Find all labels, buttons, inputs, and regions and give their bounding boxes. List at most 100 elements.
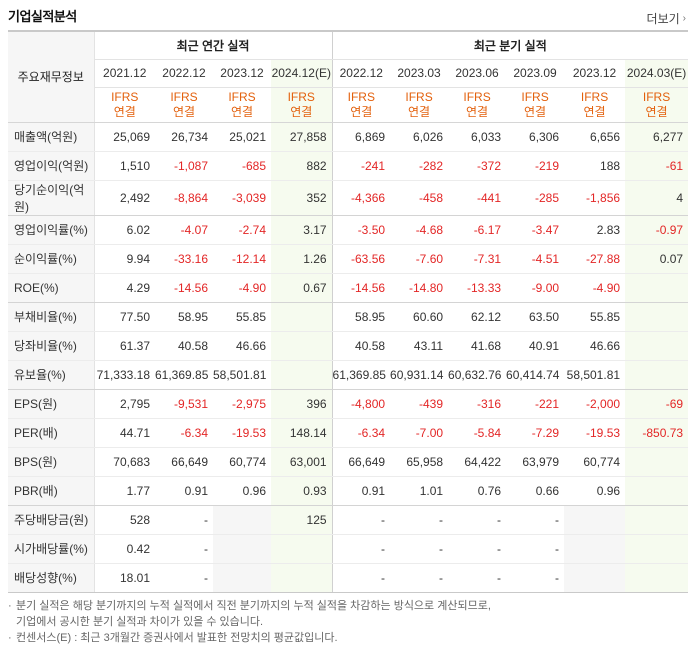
value-cell	[625, 505, 689, 535]
basis-header: IFRS 연결	[625, 87, 689, 123]
value-cell: 64,422	[448, 447, 507, 477]
table-row: PBR(배) 1.77 0.91 0.96 0.93 0.91 1.01 0.76 0.66 0.…	[8, 476, 689, 506]
row-label: 시가배당률(%)	[8, 534, 95, 564]
basis-header: IFRS 연결	[564, 87, 626, 123]
value-cell: -9,531	[155, 389, 213, 419]
value-cell: 27,858	[271, 122, 333, 152]
value-cell: -2,000	[564, 389, 626, 419]
basis-ifrs: IFRS	[405, 89, 433, 104]
row-label: 당좌비율(%)	[8, 331, 95, 361]
value-cell: 61.37	[94, 331, 155, 361]
row-label: 유보율(%)	[8, 360, 95, 390]
value-cell: 6,869	[331, 122, 391, 152]
value-cell	[625, 273, 689, 303]
value-cell: -63.56	[331, 244, 391, 274]
basis-header: IFRS 연결	[390, 87, 449, 123]
basis-ifrs: IFRS	[170, 89, 198, 104]
value-cell: -285	[506, 180, 565, 216]
basis-ifrs: IFRS	[580, 89, 609, 104]
table-row: 부채비율(%) 77.50 58.95 55.85 58.95 60.60 62.12 63.…	[8, 302, 689, 332]
value-cell: -850.73	[625, 418, 689, 448]
value-cell: 60,774	[213, 447, 271, 477]
value-cell: -2.74	[213, 215, 271, 245]
value-cell: -5.84	[448, 418, 507, 448]
table-row: 배당성향(%) 18.01- - - - -	[8, 563, 689, 593]
basis-consolidated: 연결	[583, 104, 606, 119]
value-cell: 1,510	[94, 151, 155, 181]
note-1b: 기업에서 공시한 분기 실적과 차이가 있을 수 있습니다.	[16, 616, 264, 628]
value-cell: -7.60	[390, 244, 449, 274]
value-cell: 0.42	[94, 534, 155, 564]
table-row: 유보율(%) 71,333.18 61,369.85 58,501.81 61,369.…	[8, 360, 689, 390]
value-cell: 6,277	[625, 122, 689, 152]
value-cell: -19.53	[213, 418, 271, 448]
more-label: 더보기	[646, 12, 680, 26]
row-label: 당기순이익(억원)	[8, 180, 95, 216]
value-cell	[625, 563, 689, 593]
value-cell: 55.85	[564, 302, 626, 332]
row-label: EPS(원)	[8, 389, 95, 419]
value-cell: 60,774	[564, 447, 626, 477]
year-header: 2023.03	[390, 59, 449, 88]
value-cell: -221	[506, 389, 565, 419]
value-cell: 62.12	[448, 302, 507, 332]
value-cell: -7.00	[390, 418, 449, 448]
value-cell: 6.02	[94, 215, 155, 245]
corner-label: 주요재무정보	[8, 30, 95, 123]
value-cell	[271, 534, 333, 564]
footnotes: · 분기 실적은 해당 분기까지의 누적 실적에서 직전 분기까지의 누적 실적을…	[8, 598, 688, 646]
year-header: 2024.03(E)	[625, 59, 689, 88]
value-cell: 63.50	[506, 302, 565, 332]
basis-header: IFRS 연결	[506, 87, 565, 123]
value-cell: 9.94	[94, 244, 155, 274]
basis-ifrs: IFRS	[521, 89, 549, 104]
table-row: 매출액(억원) 25,069 26,734 25,021 27,858 6,869 6,02…	[8, 122, 689, 152]
value-cell: -	[448, 563, 507, 593]
value-cell: -372	[448, 151, 507, 181]
basis-header: IFRS 연결	[271, 87, 333, 123]
basis-ifrs: IFRS	[111, 89, 139, 104]
row-label: 매출액(억원)	[8, 122, 95, 152]
value-cell: -	[390, 563, 449, 593]
value-cell: 2.83	[564, 215, 626, 245]
value-cell: -0.97	[625, 215, 689, 245]
value-cell: -6.34	[155, 418, 213, 448]
basis-ifrs: IFRS	[463, 89, 491, 104]
value-cell: 60,931.14	[390, 360, 449, 390]
value-cell	[213, 505, 271, 535]
value-cell: 0.76	[448, 476, 507, 506]
value-cell: -4.68	[390, 215, 449, 245]
value-cell: -	[155, 563, 213, 593]
value-cell: 46.66	[213, 331, 271, 361]
value-cell: -33.16	[155, 244, 213, 274]
year-header-row: 2021.12 2022.12 2023.12 2024.12(E) 2022.12 20…	[8, 59, 689, 88]
row-label: 영업이익(억원)	[8, 151, 95, 181]
value-cell	[271, 360, 333, 390]
value-cell: 70,683	[94, 447, 155, 477]
value-cell: 125	[271, 505, 333, 535]
row-label: PBR(배)	[8, 476, 95, 506]
value-cell	[213, 534, 271, 564]
basis-header: IFRS 연결	[94, 87, 155, 123]
value-cell: 0.66	[506, 476, 565, 506]
value-cell: -241	[331, 151, 391, 181]
value-cell: 1.01	[390, 476, 449, 506]
basis-header-row: IFRS 연결 IFRS 연결 IFRS 연결 IFRS 연결 IFRS 연결 IFRS 연결 IFRS…	[8, 87, 689, 123]
value-cell: 0.96	[213, 476, 271, 506]
table-row: 주당배당금(원) 528-125- - - -	[8, 505, 689, 535]
basis-consolidated: 연결	[350, 104, 373, 119]
more-link[interactable]: 더보기 ›	[647, 10, 686, 27]
value-cell: 61,369.85	[155, 360, 213, 390]
value-cell: 55.85	[213, 302, 271, 332]
value-cell: 46.66	[564, 331, 626, 361]
value-cell: -14.56	[155, 273, 213, 303]
value-cell: -	[390, 534, 449, 564]
section-header-row: 주요재무정보 최근 연간 실적 최근 분기 실적	[8, 30, 689, 123]
value-cell	[271, 302, 333, 332]
value-cell: 6,306	[506, 122, 565, 152]
value-cell: -9.00	[506, 273, 565, 303]
value-cell	[625, 447, 689, 477]
value-cell: -3.47	[506, 215, 565, 245]
value-cell: 63,979	[506, 447, 565, 477]
financial-table: 주요재무정보 최근 연간 실적 최근 분기 실적 2021.12 2022.12 2…	[8, 30, 689, 593]
